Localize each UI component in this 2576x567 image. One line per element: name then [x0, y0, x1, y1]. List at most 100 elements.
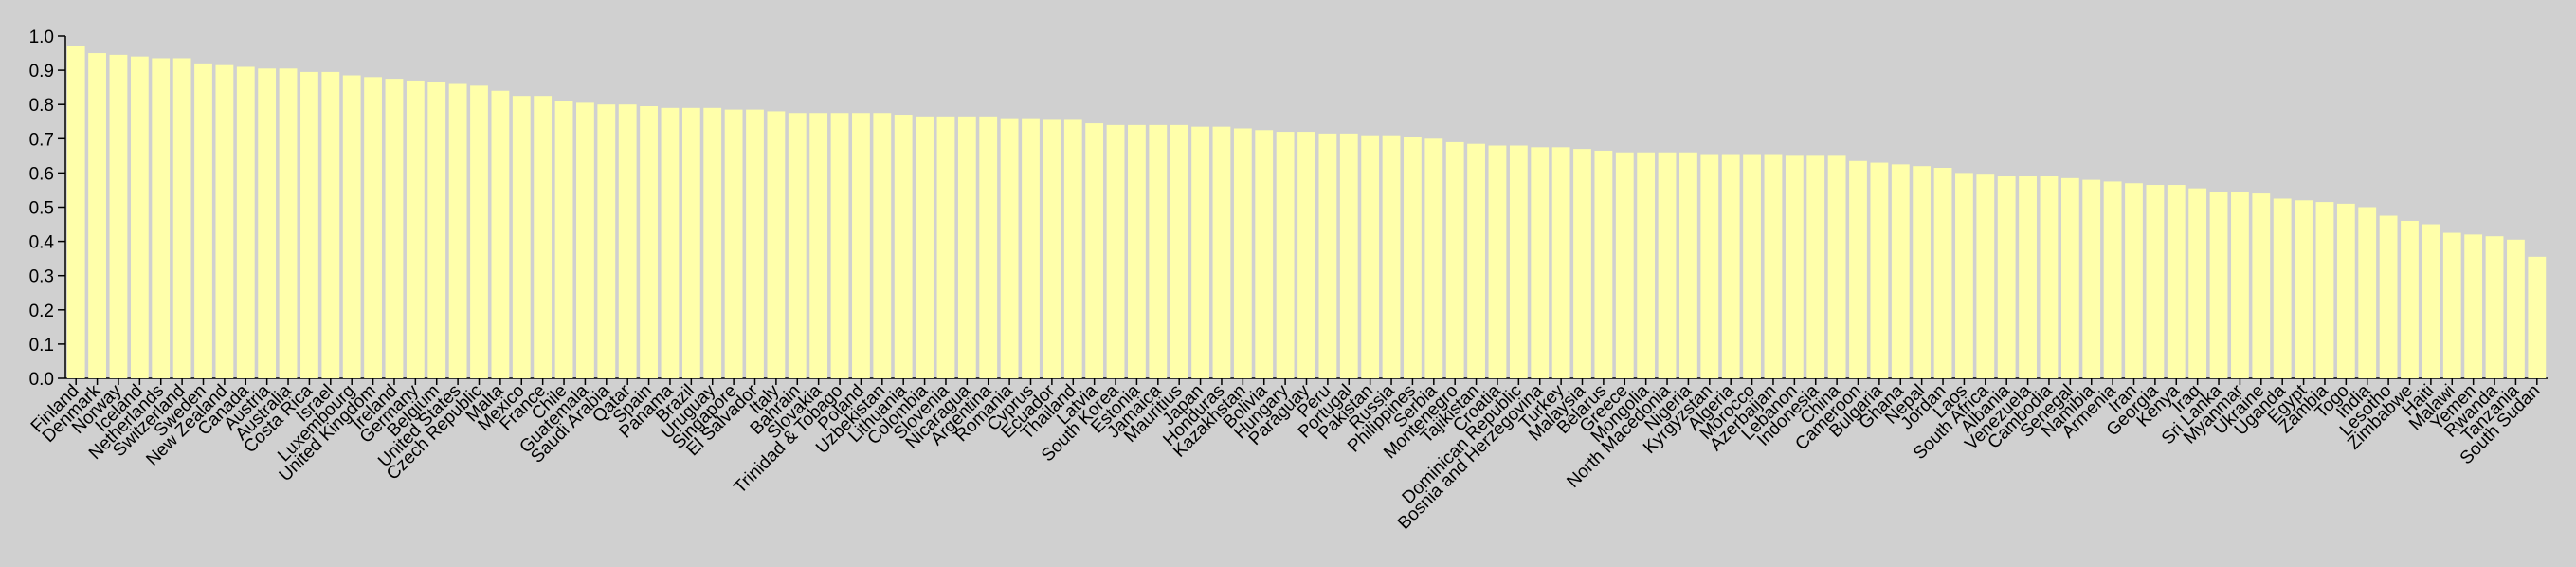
bar	[194, 63, 212, 378]
bar	[597, 104, 616, 378]
bar	[1509, 145, 1528, 378]
bar	[1551, 147, 1570, 378]
bar	[1658, 152, 1677, 378]
bar	[512, 96, 531, 379]
bar	[427, 82, 446, 379]
bar	[1106, 124, 1125, 379]
bar	[1976, 174, 1995, 378]
bar	[258, 68, 277, 379]
y-tick-label: 0.8	[29, 96, 54, 116]
bar	[1191, 126, 1209, 379]
bar	[1085, 123, 1104, 378]
bar	[2040, 176, 2059, 378]
bar	[152, 58, 171, 379]
bar	[640, 106, 658, 378]
bar	[2252, 193, 2271, 378]
bar	[2231, 192, 2249, 378]
bar	[2273, 198, 2292, 378]
bar	[2442, 232, 2461, 378]
bar	[1297, 132, 1315, 378]
bar	[1212, 126, 1231, 379]
bar	[1827, 155, 1846, 378]
bar	[1361, 135, 1380, 378]
bar	[809, 113, 828, 378]
bar	[767, 111, 786, 379]
bar	[1891, 164, 1910, 378]
bar	[2358, 207, 2377, 378]
y-tick-label: 0.6	[29, 164, 54, 184]
bar	[661, 107, 680, 378]
bar	[1000, 118, 1019, 378]
bar	[1679, 152, 1697, 378]
bar	[2336, 203, 2355, 378]
bar	[936, 116, 955, 379]
bar	[279, 68, 298, 379]
bar	[385, 79, 404, 378]
bar	[2507, 239, 2525, 378]
bar	[1721, 154, 1740, 378]
bar	[2422, 224, 2440, 378]
bar	[491, 90, 510, 378]
bar	[236, 66, 255, 379]
bar	[873, 113, 892, 378]
bar	[746, 109, 764, 379]
bar	[1573, 149, 1591, 378]
bar	[2485, 236, 2504, 378]
bar	[130, 56, 149, 378]
bar	[1404, 137, 1422, 378]
bar	[957, 116, 976, 379]
bar	[109, 54, 128, 378]
y-tick-label: 0.7	[29, 130, 54, 150]
y-tick-label: 0.3	[29, 267, 54, 287]
bar	[979, 116, 998, 379]
bar	[2082, 179, 2101, 378]
bar	[681, 107, 700, 378]
bar	[1785, 155, 1804, 378]
bar	[2464, 234, 2483, 378]
bar	[1022, 118, 1040, 378]
bar	[2060, 177, 2079, 378]
bar	[2209, 192, 2228, 378]
y-tick-label: 0.4	[29, 233, 55, 253]
bar	[1339, 133, 1358, 378]
bar	[448, 83, 467, 378]
bar	[1170, 124, 1188, 379]
bar	[321, 71, 340, 378]
bar	[916, 116, 934, 379]
bar	[1255, 130, 1274, 378]
bar	[852, 113, 870, 378]
bar	[1382, 135, 1401, 378]
bar	[788, 113, 807, 378]
bar	[2125, 183, 2143, 378]
y-tick-label: 0.2	[29, 302, 54, 321]
bar	[830, 113, 849, 378]
y-tick-label: 0.5	[29, 199, 54, 219]
bar	[2103, 181, 2122, 378]
bar	[2528, 256, 2547, 378]
bar	[66, 46, 85, 379]
bar	[1594, 150, 1613, 378]
bar	[534, 96, 553, 379]
bar	[1615, 152, 1634, 378]
bar	[2379, 215, 2398, 378]
bar	[1531, 147, 1550, 378]
bar	[2401, 220, 2419, 378]
bar	[1849, 160, 1867, 378]
bar	[1233, 128, 1252, 378]
bar	[300, 71, 318, 378]
bar	[2295, 200, 2313, 378]
bar	[1700, 154, 1719, 378]
y-tick-label: 0.1	[29, 336, 54, 356]
bar	[724, 109, 743, 379]
bar	[1445, 141, 1464, 378]
bar	[1128, 124, 1146, 379]
bar	[2188, 188, 2207, 378]
bar	[1318, 133, 1337, 378]
bar	[1806, 155, 1825, 378]
y-tick-label: 1.0	[29, 27, 54, 47]
bar	[1933, 167, 1952, 378]
bar	[1955, 173, 1973, 378]
y-tick-label: 0.0	[29, 370, 54, 390]
bar	[618, 104, 637, 378]
